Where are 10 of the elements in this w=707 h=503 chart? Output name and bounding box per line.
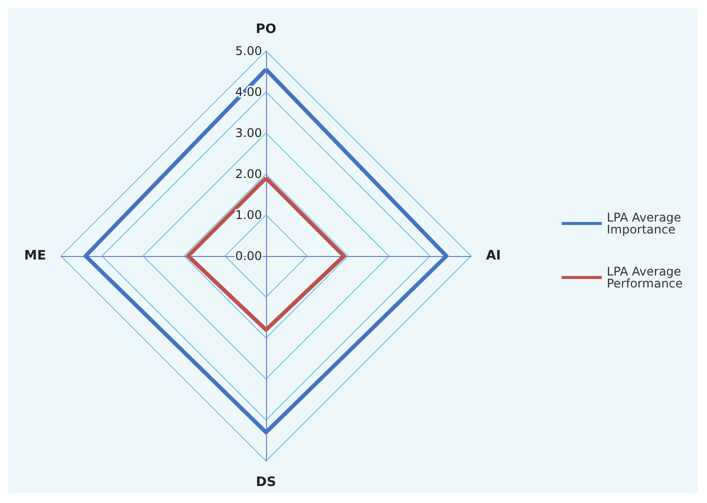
y-tick-label: 3.00	[235, 126, 262, 140]
spoke-label: ME	[24, 248, 46, 264]
spoke-label: DS	[256, 475, 276, 490]
spoke-label: PO	[256, 22, 276, 37]
legend-label: LPA Average Performance	[606, 264, 686, 290]
y-tick-label: 1.00	[235, 208, 262, 222]
spoke-label: AI	[486, 248, 501, 264]
y-tick-label: 5.00	[235, 44, 262, 58]
y-tick-label: 2.00	[235, 167, 262, 181]
legend-label: LPA Average Importance	[606, 210, 686, 236]
